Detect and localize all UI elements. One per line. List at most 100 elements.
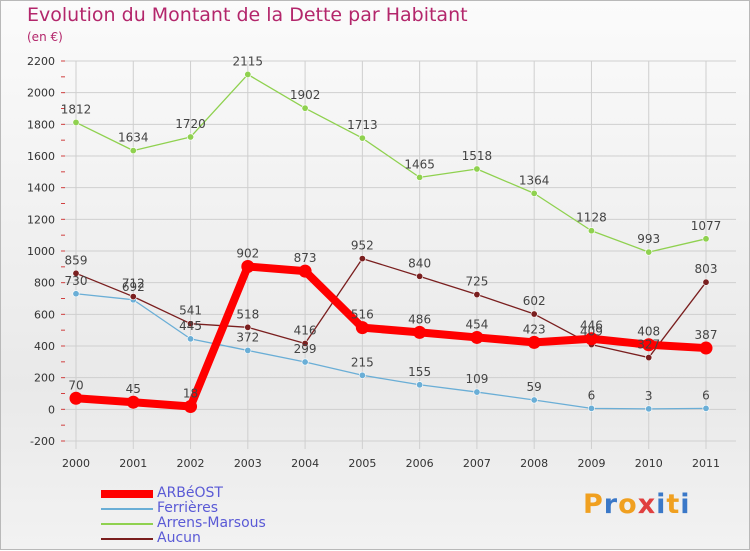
- y-tick-label: 1800: [27, 118, 55, 131]
- point-ferrieres: [301, 358, 309, 366]
- y-tick-label: 200: [34, 372, 55, 385]
- data-label-arbeost: 423: [523, 322, 546, 336]
- data-label-ferrieres: 6: [702, 388, 710, 402]
- point-aucun: [358, 255, 366, 263]
- data-label-arbeost: 45: [126, 382, 141, 396]
- y-tick-label: -200: [30, 435, 55, 448]
- point-arbeost: [298, 264, 312, 278]
- legend-swatch-arbeost: [101, 490, 153, 498]
- x-tick-label: 2009: [577, 457, 605, 470]
- legend-label-arrens-marsous: Arrens-Marsous: [157, 515, 266, 531]
- data-label-ferrieres: 215: [351, 355, 374, 369]
- data-label-arbeost: 408: [637, 325, 660, 339]
- point-ferrieres: [645, 405, 653, 413]
- data-label-ferrieres: 372: [236, 330, 259, 344]
- data-label-arrens-marsous: 1465: [404, 157, 435, 171]
- point-ferrieres: [358, 371, 366, 379]
- data-label-arbeost: 486: [408, 312, 431, 326]
- data-label-arrens-marsous: 1902: [290, 88, 321, 102]
- axis-layer: -200 0 200 400 600 800 1000 1200 1400 1600 1800 200…: [27, 55, 720, 470]
- data-label-arrens-marsous: 1518: [462, 149, 493, 163]
- data-label-aucun: 725: [465, 275, 488, 289]
- y-tick-label: 0: [48, 403, 55, 416]
- y-tick-label: 1400: [27, 182, 55, 195]
- legend-label-aucun: Aucun: [157, 530, 201, 546]
- data-label-arbeost: 387: [695, 328, 718, 342]
- data-label-aucun: 712: [122, 277, 145, 291]
- point-arrens-marsous: [244, 70, 252, 78]
- x-tick-label: 2010: [635, 457, 663, 470]
- point-arbeost: [699, 341, 713, 355]
- point-aucun: [301, 339, 309, 347]
- data-label-arrens-marsous: 1128: [576, 211, 607, 225]
- data-label-aucun: 840: [408, 256, 431, 270]
- data-label-aucun: 952: [351, 239, 374, 253]
- data-label-arrens-marsous: 2115: [233, 54, 264, 68]
- data-label-ferrieres: 6: [588, 388, 596, 402]
- x-tick-label: 2005: [348, 457, 376, 470]
- data-label-aucun: 416: [294, 323, 317, 337]
- data-label-arrens-marsous: 1634: [118, 131, 149, 145]
- data-label-arrens-marsous: 1812: [61, 102, 92, 116]
- legend-swatch-aucun: [101, 538, 153, 540]
- data-label-aucun: 518: [236, 307, 259, 321]
- y-tick-label: 1600: [27, 150, 55, 163]
- data-label-arbeost: 873: [294, 251, 317, 265]
- x-tick-label: 2006: [406, 457, 434, 470]
- legend-swatch-ferrieres: [101, 508, 153, 510]
- point-arrens-marsous: [530, 189, 538, 197]
- data-label-arrens-marsous: 1713: [347, 118, 378, 132]
- point-ferrieres: [530, 396, 538, 404]
- data-label-arrens-marsous: 993: [637, 232, 660, 246]
- point-aucun: [72, 269, 80, 277]
- y-tick-label: 2200: [27, 55, 55, 68]
- point-aucun: [416, 272, 424, 280]
- series-line-arrens-marsous: [75, 73, 707, 253]
- data-label-aucun: 541: [179, 304, 202, 318]
- x-tick-label: 2000: [62, 457, 90, 470]
- y-tick-label: 400: [34, 340, 55, 353]
- data-label-ferrieres: 730: [65, 274, 88, 288]
- x-tick-label: 2004: [291, 457, 319, 470]
- y-tick-label: 1200: [27, 213, 55, 226]
- data-label-aucun: 859: [65, 253, 88, 267]
- point-aucun: [645, 354, 653, 362]
- data-label-aucun: 602: [523, 294, 546, 308]
- legend-label-ferrieres: Ferrières: [157, 500, 219, 516]
- point-arbeost: [584, 332, 598, 346]
- series-line-arbeost: [75, 262, 707, 411]
- point-arbeost: [126, 395, 140, 409]
- point-ferrieres: [187, 335, 195, 343]
- point-ferrieres: [587, 404, 595, 412]
- logo-letter: x: [637, 489, 657, 520]
- series-layer: [69, 70, 713, 413]
- point-aucun: [530, 310, 538, 318]
- y-tick-label: 600: [34, 308, 55, 321]
- legend-label-arbeost: ARBéOST: [157, 485, 223, 501]
- data-label-ferrieres: 155: [408, 365, 431, 379]
- point-arbeost: [184, 399, 198, 413]
- point-arrens-marsous: [702, 235, 710, 243]
- logo-letter: i: [656, 489, 667, 520]
- logo-letter: o: [618, 489, 638, 520]
- data-label-ferrieres: 299: [294, 342, 317, 356]
- data-label-arrens-marsous: 1364: [519, 173, 550, 187]
- point-ferrieres: [702, 404, 710, 412]
- data-label-aucun: 327: [637, 338, 660, 352]
- point-aucun: [244, 323, 252, 331]
- point-ferrieres: [244, 346, 252, 354]
- data-label-arbeost: 446: [580, 319, 603, 333]
- point-arrens-marsous: [645, 248, 653, 256]
- point-arrens-marsous: [587, 227, 595, 235]
- data-label-arbeost: 70: [68, 378, 83, 392]
- x-tick-label: 2007: [463, 457, 491, 470]
- series-line-aucun: [75, 257, 707, 359]
- point-ferrieres: [416, 381, 424, 389]
- point-arbeost: [355, 321, 369, 335]
- x-tick-label: 2011: [692, 457, 720, 470]
- data-label-arbeost: 902: [236, 247, 259, 261]
- legend-swatch-arrens-marsous: [101, 523, 153, 525]
- data-label-aucun: 409: [580, 325, 603, 339]
- point-arbeost: [413, 325, 427, 339]
